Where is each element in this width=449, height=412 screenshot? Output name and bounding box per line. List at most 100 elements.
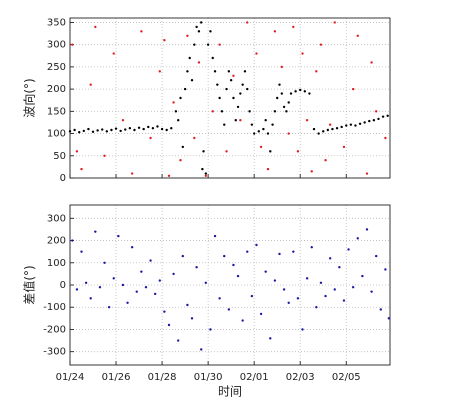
point [73, 128, 76, 132]
point [250, 294, 254, 298]
point [381, 115, 385, 118]
point [193, 43, 196, 46]
point [287, 101, 290, 104]
x-tick-label: 01/28 [148, 372, 177, 383]
point [250, 123, 254, 126]
point [105, 130, 109, 133]
point [328, 257, 332, 260]
y-tick-label: 0 [60, 173, 66, 184]
point [264, 270, 267, 273]
y-axis-label: 差值(°) [22, 265, 37, 304]
point [179, 96, 182, 100]
point [216, 83, 219, 86]
point [262, 127, 265, 131]
point [117, 234, 120, 238]
point [305, 277, 309, 280]
point [89, 83, 92, 86]
x-tick-label: 01/26 [102, 372, 131, 383]
point [317, 132, 320, 135]
point [266, 167, 270, 171]
point [338, 266, 341, 269]
point [365, 228, 369, 231]
point [75, 288, 79, 291]
point [140, 30, 143, 33]
point [167, 323, 171, 327]
point [75, 150, 79, 153]
point [204, 281, 208, 284]
point [201, 167, 204, 171]
point [331, 127, 334, 131]
point [324, 159, 327, 162]
point [347, 248, 350, 251]
point [294, 90, 297, 93]
x-tick-label: 02/01 [240, 372, 269, 383]
point [197, 30, 201, 33]
point [315, 70, 318, 73]
point [340, 125, 343, 129]
point [326, 128, 330, 132]
point [372, 119, 376, 122]
point [282, 288, 286, 291]
point [365, 172, 369, 175]
point [275, 96, 279, 100]
point [319, 281, 323, 284]
point [269, 337, 272, 340]
point [68, 130, 72, 133]
point [209, 328, 212, 331]
point [335, 127, 339, 130]
point [239, 92, 242, 95]
point [225, 150, 228, 153]
point [227, 308, 231, 311]
point [158, 70, 161, 73]
point [144, 286, 148, 289]
point [179, 159, 182, 162]
point [174, 110, 178, 113]
point [170, 127, 173, 130]
point [301, 52, 304, 55]
point [112, 52, 115, 55]
point [287, 132, 290, 135]
point [193, 136, 196, 140]
point [370, 290, 373, 293]
point [91, 130, 95, 133]
point [246, 21, 249, 24]
point [94, 25, 97, 29]
point [183, 87, 187, 91]
point [188, 56, 191, 60]
point [252, 132, 256, 135]
point [349, 123, 353, 126]
point [218, 96, 221, 100]
point [119, 129, 122, 133]
point [322, 130, 325, 133]
point [342, 299, 346, 302]
point [312, 127, 316, 131]
point [266, 132, 270, 135]
point [211, 110, 214, 113]
point [213, 234, 217, 238]
point [190, 79, 194, 82]
point [181, 145, 185, 149]
point [71, 43, 74, 46]
point [229, 79, 233, 82]
point [351, 87, 355, 91]
point [379, 308, 382, 311]
point [94, 230, 97, 233]
point [78, 131, 81, 134]
y-tick-label: 100 [47, 129, 66, 140]
x-tick-label: 01/24 [56, 372, 85, 383]
point [110, 128, 113, 132]
point [301, 328, 304, 331]
y-tick-label: -200 [43, 324, 66, 335]
point [84, 281, 88, 284]
point [232, 74, 235, 77]
point [112, 277, 115, 280]
point [137, 126, 141, 129]
point [278, 252, 281, 256]
point [163, 310, 166, 313]
point [328, 123, 332, 126]
point [160, 127, 164, 131]
point [273, 110, 277, 113]
point [280, 65, 283, 69]
point [289, 92, 293, 95]
point [135, 290, 138, 293]
